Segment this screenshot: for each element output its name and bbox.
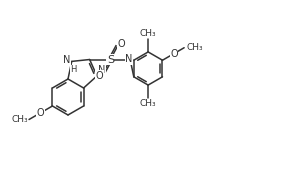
Text: O: O [96,70,103,81]
Text: CH₃: CH₃ [186,43,203,52]
Text: O: O [170,49,178,59]
Text: O: O [118,39,125,48]
Text: CH₃: CH₃ [11,115,28,124]
Text: H: H [71,65,77,74]
Text: N: N [98,65,105,75]
Text: CH₃: CH₃ [140,99,157,108]
Text: N: N [63,55,71,65]
Text: N: N [125,54,133,64]
Text: CH₃: CH₃ [140,29,157,38]
Text: S: S [107,55,114,65]
Text: O: O [37,108,44,118]
